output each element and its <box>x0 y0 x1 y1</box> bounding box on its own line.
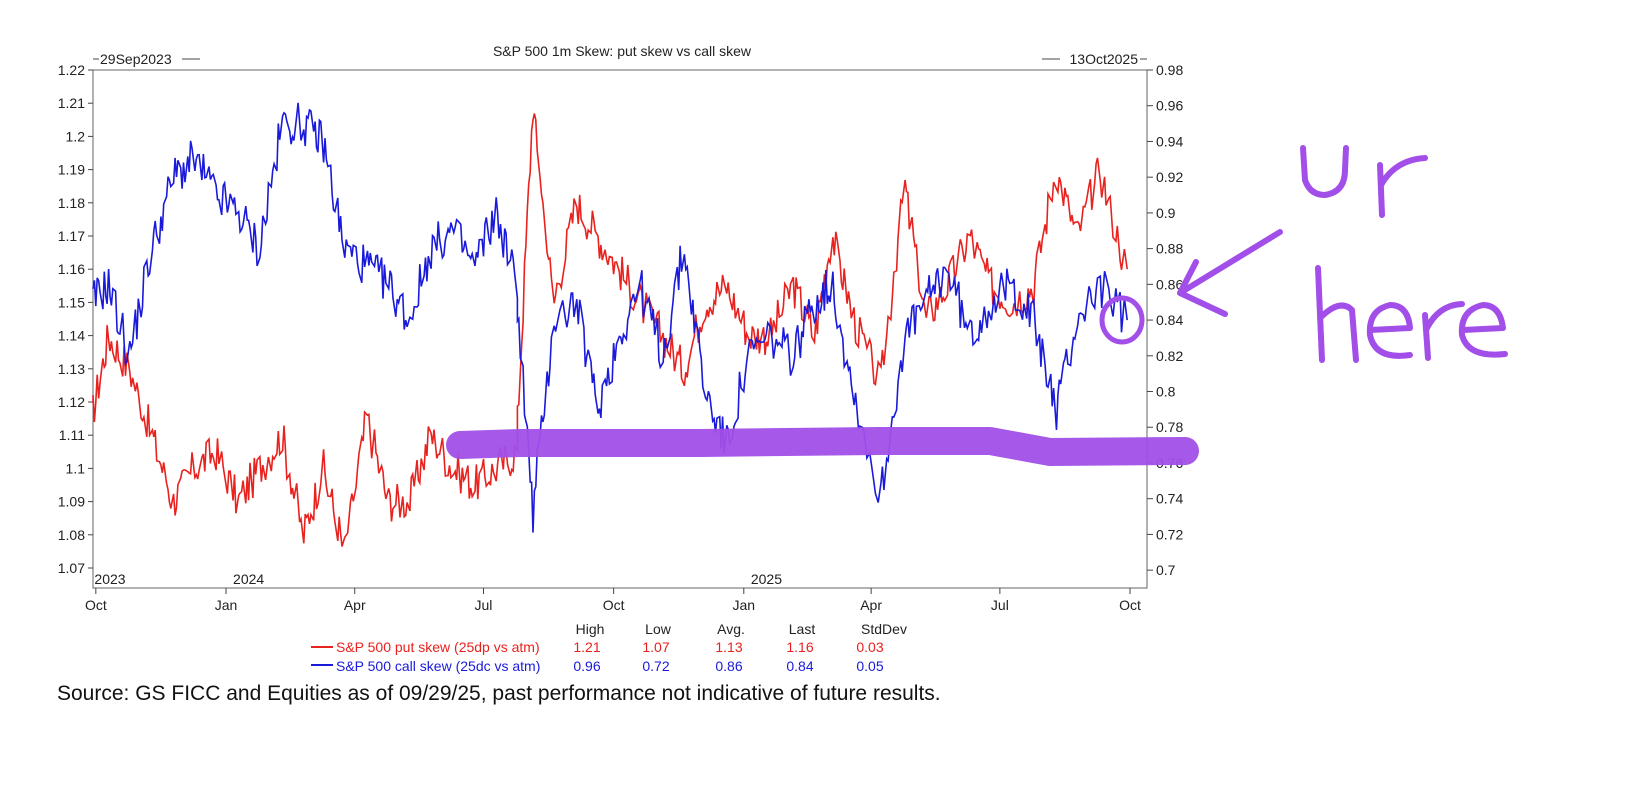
right-tick-label: 0.78 <box>1156 419 1183 435</box>
x-month-label: Apr <box>344 597 366 613</box>
left-tick-label: 1.22 <box>58 62 85 78</box>
left-tick-label: 1.11 <box>59 427 85 443</box>
x-month-label: Oct <box>1119 597 1141 613</box>
right-tick-label: 0.9 <box>1156 205 1176 221</box>
put-avg: 1.13 <box>715 639 742 655</box>
x-year-label: 2024 <box>233 571 264 587</box>
call-last: 0.84 <box>786 658 813 674</box>
series-layer <box>92 102 1128 547</box>
x-year-label: 2025 <box>751 571 782 587</box>
left-tick-label: 1.18 <box>58 195 85 211</box>
letter-e1-mark <box>1366 302 1413 359</box>
left-tick-label: 1.17 <box>58 228 85 244</box>
put-last: 1.16 <box>786 639 813 655</box>
stat-header-last: Last <box>789 621 816 637</box>
right-tick-label: 0.7 <box>1156 562 1176 578</box>
left-tick-label: 1.13 <box>58 361 85 377</box>
letter-r2-mark <box>1422 301 1465 361</box>
right-tick-label: 0.98 <box>1156 62 1183 78</box>
left-tick-label: 1.08 <box>58 527 85 543</box>
x-month-label: Jul <box>991 597 1009 613</box>
left-y-axis: 1.07 1.08 1.09 1.1 1.11 1.12 1.13 1.14 1.15 1.16 1… <box>58 62 93 576</box>
left-tick-label: 1.15 <box>58 294 85 310</box>
right-tick-label: 0.74 <box>1156 491 1183 507</box>
stat-header-high: High <box>576 621 605 637</box>
left-tick-label: 1.2 <box>66 128 86 144</box>
right-tick-label: 0.92 <box>1156 169 1183 185</box>
letter-e2-mark <box>1458 302 1508 358</box>
right-y-axis: 0.70.720.740.760.780.80.820.840.860.880.… <box>1147 62 1183 578</box>
left-tick-label: 1.1 <box>66 460 86 476</box>
left-tick-label: 1.14 <box>58 328 85 344</box>
plot-frame <box>92 69 1148 589</box>
stat-header-low: Low <box>645 621 672 637</box>
circle-mark <box>1099 295 1145 345</box>
arrow-mark <box>1177 229 1283 317</box>
left-tick-label: 1.07 <box>58 560 85 576</box>
left-tick-label: 1.16 <box>58 261 85 277</box>
legend-put-label: S&P 500 put skew (25dp vs atm) <box>336 639 540 655</box>
right-tick-label: 0.82 <box>1156 348 1183 364</box>
x-axis: Oct Jan Apr Jul Oct Jan Apr Jul Oct 2023 2024 2025 <box>85 571 1141 613</box>
right-tick-label: 0.96 <box>1156 98 1183 114</box>
stat-header-stddev: StdDev <box>861 621 907 637</box>
date-end-label: 13Oct2025 <box>1070 51 1139 67</box>
legend-call-label: S&P 500 call skew (25dc vs atm) <box>336 658 540 674</box>
letter-h-mark <box>1315 265 1359 363</box>
highlight-stroke <box>446 427 1199 466</box>
x-year-label: 2023 <box>94 571 125 587</box>
x-month-label: Jul <box>475 597 493 613</box>
letter-r-mark <box>1377 155 1428 218</box>
put-high: 1.21 <box>573 639 600 655</box>
left-tick-label: 1.12 <box>58 394 85 410</box>
put-stddev: 0.03 <box>856 639 883 655</box>
put-low: 1.07 <box>642 639 669 655</box>
stat-header-avg: Avg. <box>717 621 745 637</box>
handwritten-annotation <box>446 145 1508 466</box>
letter-u-mark <box>1300 145 1349 198</box>
x-month-label: Oct <box>603 597 625 613</box>
call-high: 0.96 <box>573 658 600 674</box>
source-note: Source: GS FICC and Equities as of 09/29… <box>57 682 941 705</box>
x-month-label: Jan <box>733 597 756 613</box>
right-tick-label: 0.94 <box>1156 133 1183 149</box>
left-tick-label: 1.19 <box>58 162 85 178</box>
put-skew-line <box>92 113 1128 547</box>
right-tick-label: 0.8 <box>1156 384 1176 400</box>
right-tick-label: 0.84 <box>1156 312 1183 328</box>
x-month-label: Apr <box>860 597 882 613</box>
left-tick-label: 1.09 <box>58 494 85 510</box>
call-avg: 0.86 <box>715 658 742 674</box>
call-low: 0.72 <box>642 658 669 674</box>
chart-title: S&P 500 1m Skew: put skew vs call skew <box>493 43 752 59</box>
x-month-label: Oct <box>85 597 107 613</box>
call-stddev: 0.05 <box>856 658 883 674</box>
call-skew-line <box>92 102 1128 533</box>
date-start-label: 29Sep2023 <box>100 51 172 67</box>
stats-table: High Low Avg. Last StdDev S&P 500 put sk… <box>311 621 907 674</box>
right-tick-label: 0.88 <box>1156 241 1183 257</box>
x-month-label: Jan <box>215 597 238 613</box>
right-tick-label: 0.86 <box>1156 276 1183 292</box>
right-tick-label: 0.72 <box>1156 526 1183 542</box>
left-tick-label: 1.21 <box>58 95 85 111</box>
